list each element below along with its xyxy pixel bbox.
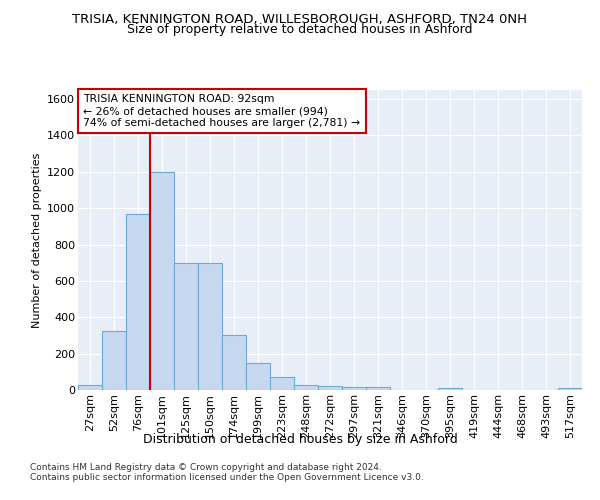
Bar [294, 384, 318, 390]
Bar [174, 262, 198, 390]
Bar [558, 388, 582, 390]
Text: TRISIA, KENNINGTON ROAD, WILLESBOROUGH, ASHFORD, TN24 0NH: TRISIA, KENNINGTON ROAD, WILLESBOROUGH, … [73, 12, 527, 26]
Bar [342, 388, 366, 390]
Bar [150, 172, 174, 390]
Bar [198, 262, 222, 390]
Bar [102, 331, 126, 390]
Bar [366, 388, 390, 390]
Text: Distribution of detached houses by size in Ashford: Distribution of detached houses by size … [143, 432, 457, 446]
Y-axis label: Number of detached properties: Number of detached properties [32, 152, 41, 328]
Bar [318, 386, 342, 390]
Text: Size of property relative to detached houses in Ashford: Size of property relative to detached ho… [127, 22, 473, 36]
Bar [222, 334, 246, 390]
Bar [78, 384, 102, 390]
Text: Contains HM Land Registry data © Crown copyright and database right 2024.: Contains HM Land Registry data © Crown c… [30, 464, 382, 472]
Bar [270, 378, 294, 390]
Text: TRISIA KENNINGTON ROAD: 92sqm
← 26% of detached houses are smaller (994)
74% of : TRISIA KENNINGTON ROAD: 92sqm ← 26% of d… [83, 94, 360, 128]
Bar [126, 214, 150, 390]
Text: Contains public sector information licensed under the Open Government Licence v3: Contains public sector information licen… [30, 474, 424, 482]
Bar [246, 362, 270, 390]
Bar [438, 388, 462, 390]
